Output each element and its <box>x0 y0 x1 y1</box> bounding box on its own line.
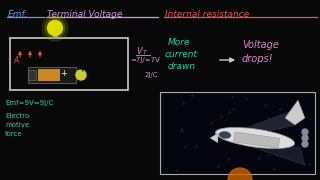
Ellipse shape <box>215 127 295 148</box>
Circle shape <box>302 135 308 141</box>
Text: current: current <box>165 50 198 59</box>
Text: Emf,: Emf, <box>8 10 28 19</box>
Text: +: + <box>60 69 67 78</box>
Circle shape <box>302 141 308 147</box>
Bar <box>28 67 76 83</box>
Polygon shape <box>240 110 295 133</box>
Text: More: More <box>168 38 190 47</box>
Bar <box>234 132 280 148</box>
Polygon shape <box>285 100 305 125</box>
Text: motive: motive <box>5 122 29 128</box>
Text: =7J/=7V: =7J/=7V <box>130 57 160 63</box>
Text: Terminal Voltage: Terminal Voltage <box>47 10 122 19</box>
Circle shape <box>42 15 68 41</box>
Circle shape <box>47 21 62 35</box>
Text: T: T <box>143 50 147 55</box>
Bar <box>38 69 60 81</box>
Ellipse shape <box>219 131 231 139</box>
Text: Electro: Electro <box>5 113 29 119</box>
Text: drawn: drawn <box>168 62 196 71</box>
Text: +: + <box>79 67 85 73</box>
Text: Voltage: Voltage <box>242 40 279 50</box>
Text: drops!: drops! <box>242 54 274 64</box>
Text: 2J/C: 2J/C <box>145 72 158 78</box>
Text: Internal resistance: Internal resistance <box>165 10 249 19</box>
Text: force: force <box>5 131 23 137</box>
Bar <box>28 70 36 80</box>
Circle shape <box>45 18 65 38</box>
Text: Emf=9V=9J/C: Emf=9V=9J/C <box>5 100 53 106</box>
Polygon shape <box>240 143 305 165</box>
Bar <box>160 92 315 174</box>
Text: A: A <box>13 55 18 64</box>
Bar <box>10 38 128 90</box>
Circle shape <box>228 168 252 180</box>
Circle shape <box>302 129 308 135</box>
Polygon shape <box>210 133 218 143</box>
Circle shape <box>76 70 86 80</box>
Text: V: V <box>136 47 142 56</box>
